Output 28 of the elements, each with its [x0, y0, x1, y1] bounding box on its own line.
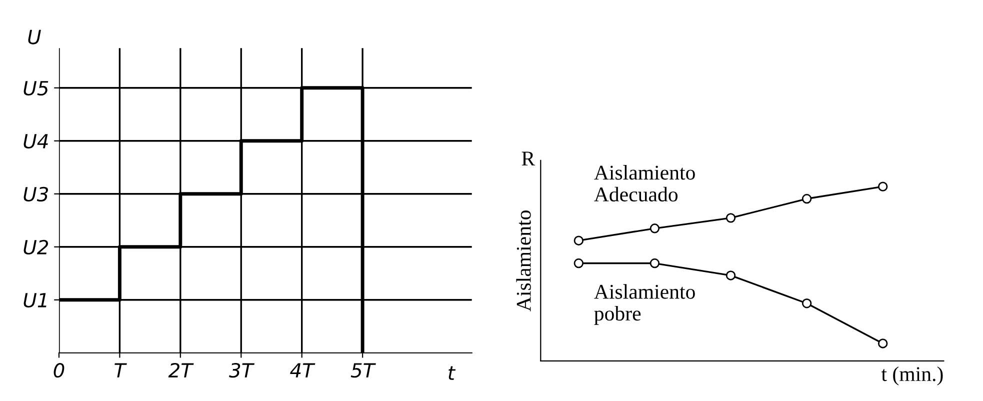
y-axis-title: U: [28, 30, 41, 44]
point: [802, 298, 812, 308]
point: [574, 258, 584, 268]
x-tick-label: 0: [54, 362, 64, 378]
annotation: U3: [24, 186, 48, 202]
annotation: U5: [24, 81, 48, 96]
point: [650, 224, 660, 234]
point: [726, 213, 736, 223]
point: [802, 194, 812, 204]
x-tick-label: T: [114, 363, 127, 378]
point: [574, 236, 584, 246]
x-axis-title: t: [448, 366, 456, 380]
x-tick-label: 3T: [229, 362, 255, 378]
annotation: U2: [24, 240, 48, 255]
x-tick-label: 5T: [350, 363, 376, 378]
point: [650, 258, 660, 268]
text: R: [522, 152, 536, 166]
annotation: U1: [24, 293, 46, 308]
x-tick-label: 4T: [290, 363, 316, 378]
point: [878, 182, 888, 192]
series-label: Aislamiento Adecuado: [594, 165, 695, 202]
x-tick-label: 2T: [168, 362, 194, 378]
x-axis-title: t (min.): [881, 366, 943, 386]
series-label: Aislamiento pobre: [594, 284, 695, 325]
point: [726, 270, 736, 280]
point: [878, 338, 888, 348]
annotation: U4: [24, 134, 48, 149]
y-axis-title: Aislamiento: [516, 210, 531, 312]
